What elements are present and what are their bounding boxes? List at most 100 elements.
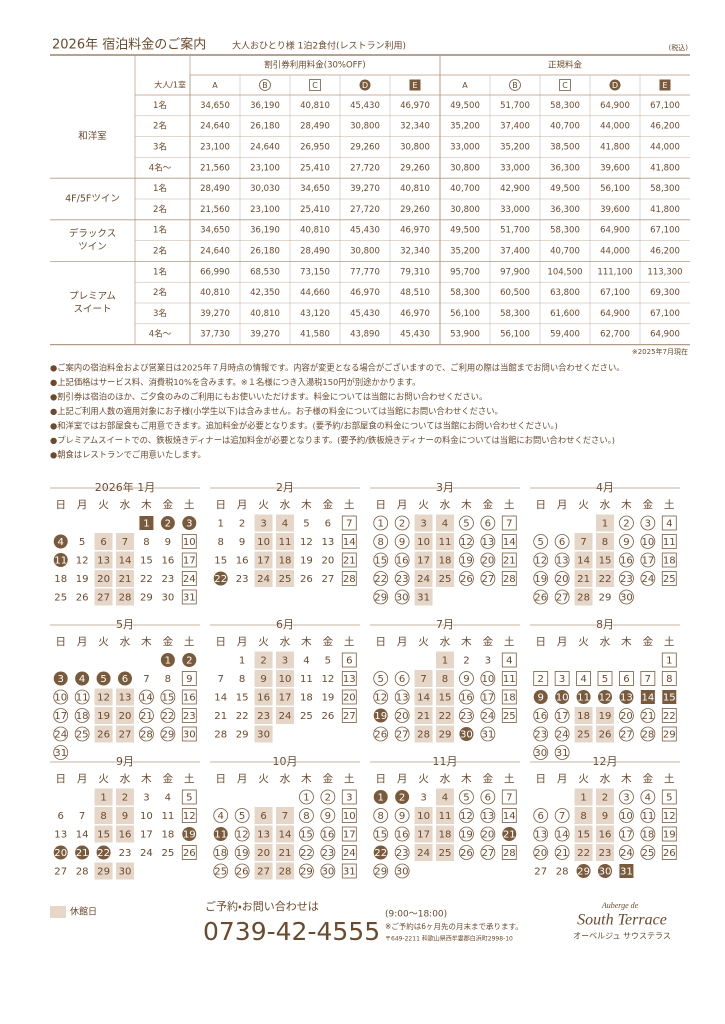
day: 7 <box>580 537 586 548</box>
day: 8 <box>100 811 106 822</box>
marker-circle <box>619 845 634 860</box>
price: 95,700 <box>450 267 480 277</box>
weekday: 土 <box>664 772 675 785</box>
day: 15 <box>439 693 452 704</box>
marker-square <box>181 726 197 742</box>
phone: 0739-42-4555 <box>203 917 380 946</box>
day: 20 <box>396 711 409 722</box>
price: 39,270 <box>200 309 230 319</box>
closed-day <box>116 707 134 724</box>
marker-circle <box>619 552 634 568</box>
weekday: 日 <box>215 499 226 511</box>
day: 13 <box>556 556 569 567</box>
weekday: 水 <box>120 499 131 511</box>
marker-square <box>341 534 357 549</box>
price: 36,300 <box>550 205 580 215</box>
closed-day <box>436 551 454 569</box>
day: 28 <box>503 848 516 859</box>
weekday: 水 <box>600 636 611 648</box>
weekday: 火 <box>418 773 429 785</box>
weekday: 火 <box>418 499 429 511</box>
month-title: 8月 <box>596 618 614 631</box>
price: 69,300 <box>650 288 680 298</box>
day: 16 <box>620 556 633 567</box>
day: 14 <box>417 693 430 704</box>
day: 18 <box>577 711 590 722</box>
price: 49,500 <box>550 184 580 194</box>
day: 21 <box>140 711 153 722</box>
day: 1 <box>165 656 171 667</box>
marker-circle-filled <box>619 690 634 704</box>
price: 37,730 <box>200 330 230 340</box>
closed-day <box>436 825 454 843</box>
marker-circle <box>320 789 336 805</box>
price: 64,900 <box>600 309 630 319</box>
price: 24,640 <box>200 122 230 132</box>
marker-circle <box>394 726 410 742</box>
day: 30 <box>161 593 174 604</box>
marker-circle <box>299 826 314 842</box>
persons: 1名 <box>153 266 167 277</box>
day: 9 <box>122 811 128 822</box>
closed-day <box>94 551 113 569</box>
weekday: 火 <box>258 499 269 511</box>
marker-square <box>341 515 357 531</box>
day: 10 <box>556 693 569 704</box>
day: 13 <box>620 693 633 704</box>
marker-circle <box>373 534 389 549</box>
day: 20 <box>119 711 132 722</box>
marker-circle <box>533 571 549 586</box>
marker-circle <box>459 808 474 823</box>
closed-day <box>254 844 273 861</box>
marker-square <box>501 552 517 568</box>
closed-day <box>254 725 273 743</box>
closed-day <box>596 514 614 532</box>
day: 19 <box>76 574 89 585</box>
day: 16 <box>161 556 174 567</box>
month-title: 10月 <box>273 755 298 768</box>
price: 35,200 <box>450 247 480 257</box>
day: 25 <box>214 867 227 878</box>
marker-circle <box>480 552 496 568</box>
day: 11 <box>503 674 516 685</box>
weekday: 木 <box>621 499 632 511</box>
day: 5 <box>602 674 608 685</box>
day: 26 <box>599 730 612 741</box>
day: 9 <box>602 811 608 822</box>
persons: 3名 <box>153 308 167 319</box>
closed-day <box>254 670 273 687</box>
marker-circle <box>394 515 410 531</box>
day: 27 <box>556 593 569 604</box>
marker-circle-filled <box>53 671 68 686</box>
weekday: 火 <box>578 499 589 511</box>
marker-circle <box>234 845 250 860</box>
price: 32,340 <box>400 122 430 132</box>
day: 29 <box>161 730 174 741</box>
price: 33,000 <box>500 205 530 215</box>
marker-square <box>554 671 570 686</box>
day: 20 <box>97 574 110 585</box>
weekday: 日 <box>535 636 546 648</box>
day: 22 <box>374 574 387 585</box>
day: 1 <box>100 793 106 804</box>
weekday: 水 <box>600 773 611 785</box>
day: 19 <box>374 711 387 722</box>
closed-day <box>436 651 454 669</box>
closed-day <box>94 588 113 606</box>
marker-circle-filled <box>502 827 517 841</box>
day: 19 <box>534 574 547 585</box>
month-title: 4月 <box>596 481 614 494</box>
room-name: プレミアム <box>69 291 116 302</box>
closed-day <box>254 533 273 550</box>
day: 23 <box>161 574 174 585</box>
note: ●上記ご利用人数の適用対象にお子様(小学生以下)は含みません。お子様の料金につい… <box>50 406 503 416</box>
closed-day <box>276 688 294 706</box>
day: 9 <box>260 674 266 685</box>
price: 46,970 <box>350 288 380 298</box>
day: 10 <box>279 674 292 685</box>
marker-circle <box>259 79 271 91</box>
day: 2 <box>538 674 544 685</box>
day: 11 <box>641 811 654 822</box>
day: 16 <box>183 693 196 704</box>
marker-circle-filled <box>609 79 621 91</box>
